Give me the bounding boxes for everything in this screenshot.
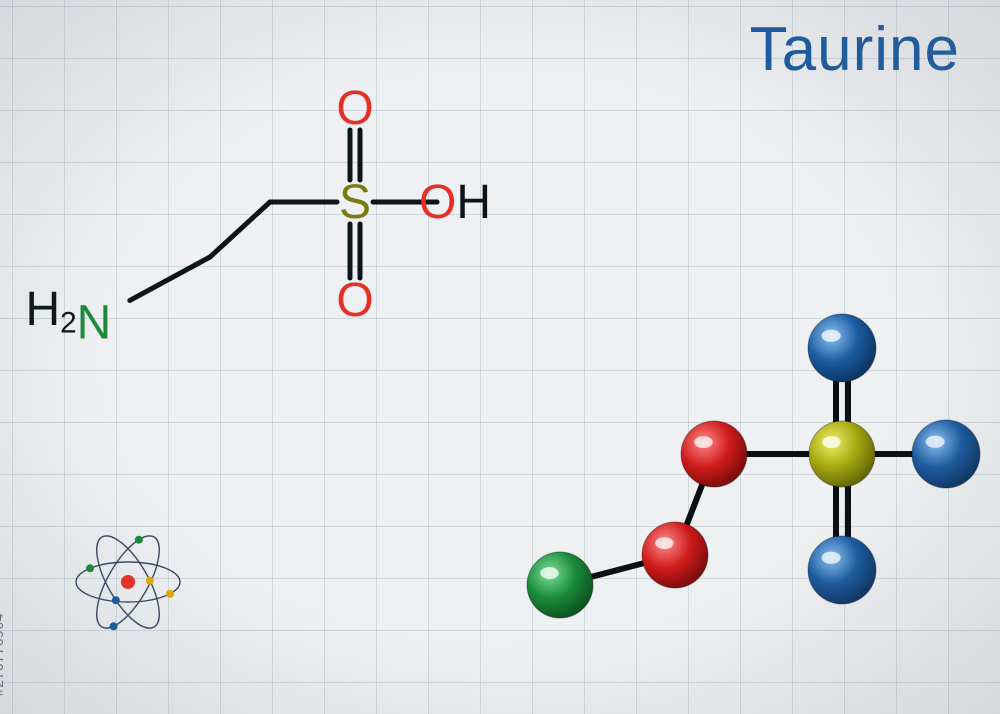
atom-decorative-icon bbox=[0, 0, 1000, 714]
canvas: Taurine #276776964 H2NSOOOH bbox=[0, 0, 1000, 714]
